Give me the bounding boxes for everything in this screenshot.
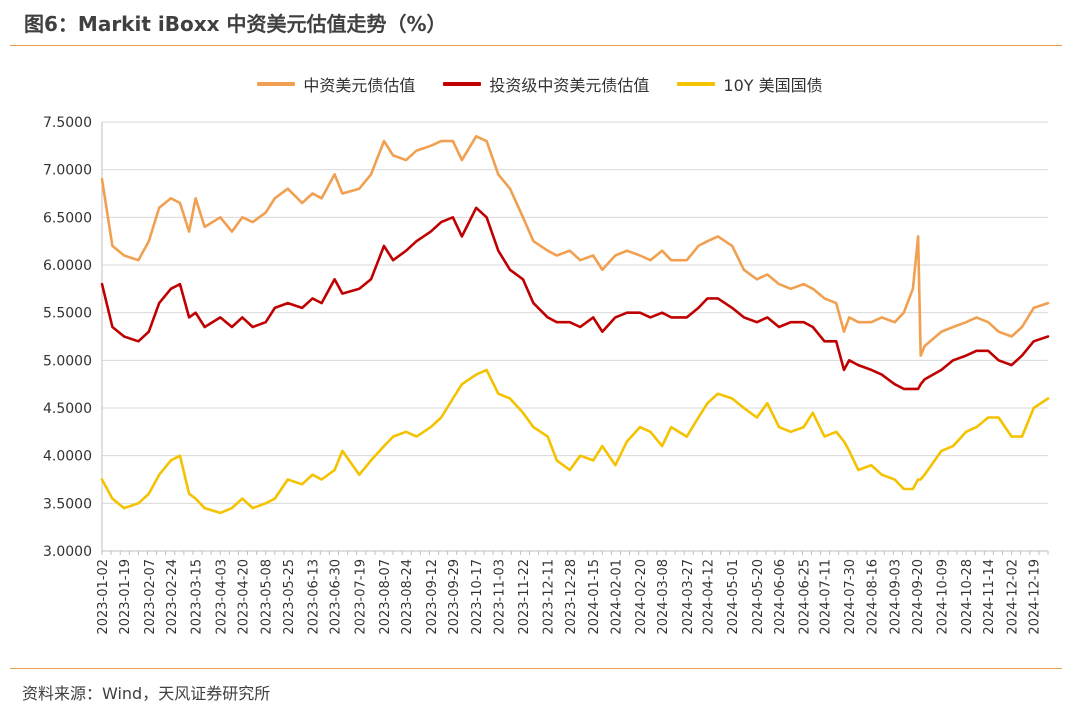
x-tick-label: 2024-11-14	[982, 559, 997, 635]
x-tick-label: 2024-02-01	[609, 559, 624, 635]
title-divider	[10, 45, 1062, 46]
y-axis: 3.0000 3.5000 4.0000 4.5000 5.0000 5.5000 6.00…	[43, 115, 103, 560]
x-tick-label: 2024-05-20	[751, 559, 766, 635]
x-tick-label: 2023-06-30	[329, 559, 344, 635]
x-tick-label: 2024-06-25	[798, 559, 813, 635]
x-tick-label: 2024-04-12	[702, 559, 717, 635]
x-tick-label: 2023-11-03	[492, 559, 507, 635]
series-line-10y-ust	[100, 368, 1050, 515]
legend-item-ig: 投资级中资美元债估值	[443, 72, 649, 96]
series-line-hy-valuation	[100, 135, 1050, 357]
x-tick-label: 2024-08-16	[865, 559, 880, 635]
x-tick-label: 2023-01-02	[96, 559, 111, 635]
x-tick-label: 2023-03-15	[190, 559, 205, 635]
x-tick-label: 2023-09-12	[425, 559, 440, 635]
x-tick-label: 2023-12-11	[542, 559, 557, 635]
x-tick-label: 2023-09-29	[447, 559, 462, 635]
legend-label-hy: 中资美元债估值	[303, 76, 416, 95]
x-tick-label: 2023-10-17	[470, 559, 485, 635]
x-tick-label: 2024-07-30	[843, 559, 858, 635]
x-tick-label: 2024-02-20	[634, 559, 649, 635]
y-tick-label: 4.0000	[43, 449, 92, 465]
x-tick-label: 2024-09-03	[889, 559, 904, 635]
x-tick-label: 2023-04-03	[214, 559, 229, 635]
x-tick-label: 2024-10-28	[960, 559, 975, 635]
x-tick-label: 2023-05-08	[260, 559, 275, 635]
y-tick-label: 6.5000	[43, 210, 92, 226]
x-tick-label: 2024-01-15	[587, 559, 602, 635]
x-tick-label: 2023-04-20	[236, 559, 251, 635]
y-tick-label: 7.5000	[43, 115, 92, 131]
y-tick-label: 3.0000	[43, 544, 92, 560]
x-tick-label: 2024-09-20	[911, 559, 926, 635]
legend-label-ust: 10Y 美国国债	[723, 76, 823, 95]
y-tick-label: 5.0000	[43, 353, 92, 369]
x-tick-label: 2024-03-27	[681, 559, 696, 635]
chart-legend: 中资美元债估值 投资级中资美元债估值 10Y 美国国债	[0, 72, 1080, 96]
x-tick-label: 2023-08-24	[400, 559, 415, 635]
x-tick-label: 2023-05-25	[282, 559, 297, 635]
y-tick-label: 3.5000	[43, 496, 92, 512]
series-lines	[100, 135, 1050, 515]
x-tick-label: 2023-11-22	[517, 559, 532, 635]
y-tick-label: 6.0000	[43, 258, 92, 274]
x-tick-label: 2024-06-06	[773, 559, 788, 635]
x-tick-label: 2024-12-02	[1006, 559, 1021, 635]
gridlines	[102, 121, 1048, 552]
x-tick-label: 2024-07-11	[818, 559, 833, 635]
source-note: 资料来源：Wind，天风证券研究所	[22, 684, 271, 703]
legend-swatch-ig	[443, 82, 482, 86]
line-chart: 3.0000 3.5000 4.0000 4.5000 5.0000 5.5000 6.00…	[43, 115, 1050, 635]
y-tick-label: 5.5000	[43, 306, 92, 322]
y-tick-label: 7.0000	[43, 163, 92, 179]
footer-divider	[10, 668, 1062, 669]
x-tick-label: 2023-07-19	[353, 559, 368, 635]
legend-item-hy: 中资美元债估值	[257, 72, 415, 96]
legend-item-ust: 10Y 美国国债	[677, 72, 823, 96]
x-tick-label: 2024-12-19	[1028, 559, 1043, 635]
x-tick-label: 2023-06-13	[307, 559, 322, 635]
y-tick-label: 4.5000	[43, 401, 92, 417]
x-tick-label: 2024-10-09	[935, 559, 950, 635]
legend-label-ig: 投资级中资美元债估值	[489, 76, 650, 95]
legend-swatch-hy	[257, 82, 296, 86]
x-tick-label: 2024-05-01	[726, 559, 741, 635]
series-line-ig-valuation	[100, 206, 1050, 391]
legend-swatch-ust	[677, 82, 716, 86]
x-tick-label: 2024-03-08	[656, 559, 671, 635]
x-axis: 2023-01-02 2023-01-19 2023-02-07 2023-02-24…	[96, 550, 1049, 635]
x-tick-label: 2023-02-24	[165, 559, 180, 635]
x-tick-label: 2023-02-07	[143, 559, 158, 635]
x-tick-label: 2023-01-19	[118, 559, 133, 635]
figure-title: 图6：Markit iBoxx 中资美元估值走势（%）	[24, 12, 447, 36]
x-tick-label: 2023-12-28	[564, 559, 579, 635]
x-tick-label: 2023-08-07	[378, 559, 393, 635]
